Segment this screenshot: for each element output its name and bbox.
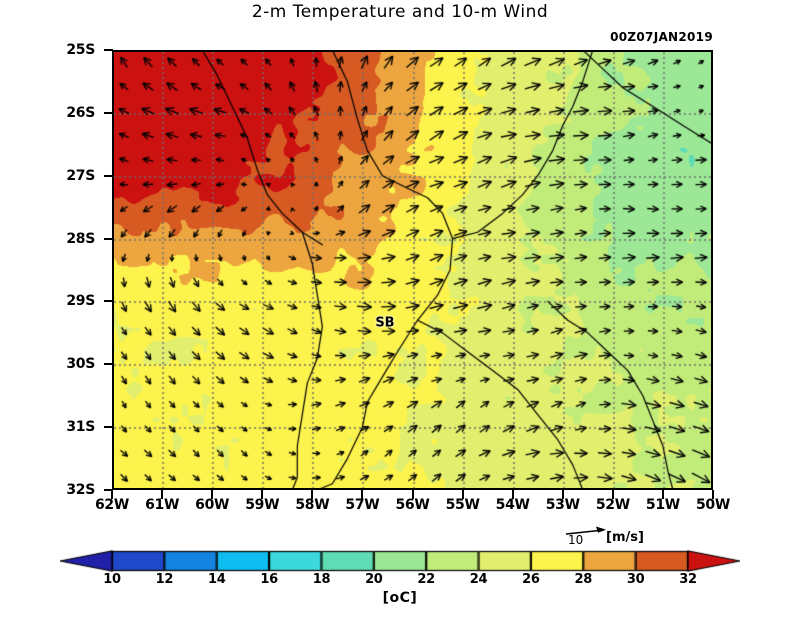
y-axis-tick [104,174,113,177]
x-axis-label-51W: 51W [645,497,680,513]
x-axis-tick [511,490,514,499]
x-axis-label-62W: 62W [94,497,130,513]
colorbar-tick-26: 26 [522,572,540,587]
colorbar-units-label: [oC] [382,590,418,606]
x-axis-tick [411,490,414,499]
map-plot-area: SB [112,50,713,490]
y-axis-tick [104,237,113,240]
colorbar: [oC] 10 12 14 16 18 20 22 24 26 28 30 32 [60,550,740,610]
wind-key-units: [m/s] [606,530,644,545]
x-axis-tick [211,490,214,499]
y-axis-tick [104,49,113,51]
x-axis-tick [111,490,113,499]
colorbar-tick-14: 14 [207,572,226,587]
colorbar-tick-22: 22 [417,572,435,587]
colorbar-tick-24: 24 [469,572,488,587]
colorbar-tick-30: 30 [626,572,645,587]
x-axis-tick [611,490,614,499]
x-axis-label-57W: 57W [345,497,380,513]
colorbar-tick-16: 16 [260,572,278,587]
x-axis-label-56W: 56W [395,497,430,513]
station-label-sb: SB [375,315,395,331]
x-axis-tick [712,490,714,499]
y-axis-label-30S: 30S [66,356,95,373]
x-axis-tick [561,490,564,499]
y-axis-label-31S: 31S [66,419,95,436]
x-axis-tick [261,490,264,499]
x-axis-tick [661,490,664,499]
y-axis-tick [104,426,113,429]
x-axis-label-61W: 61W [145,497,180,513]
y-axis-label-28S: 28S [66,230,95,247]
wind-arrow-icon [565,526,606,535]
y-axis-label-29S: 29S [66,293,95,310]
x-axis-tick [161,490,164,499]
x-axis-label-59W: 59W [245,497,280,513]
y-axis-label-27S: 27S [66,167,95,184]
x-axis-label-55W: 55W [445,497,480,513]
x-axis-label-52W: 52W [595,497,630,513]
x-axis-tick [361,490,364,499]
colorbar-tick-32: 32 [679,572,697,587]
y-axis-label-25S: 25S [66,42,95,58]
x-axis-label-50W: 50W [695,497,731,513]
x-axis-label-58W: 58W [295,497,330,513]
page-title: 2-m Temperature and 10-m Wind [251,2,549,22]
colorbar-tick-18: 18 [312,572,331,587]
date-stamp: 00Z07JAN2019 [610,30,713,44]
y-axis-tick [104,489,113,491]
colorbar-tick-20: 20 [365,572,383,587]
x-axis-label-54W: 54W [495,497,530,513]
y-axis-tick [104,363,113,366]
colorbar-tick-10: 10 [103,572,121,587]
colorbar-canvas [60,550,740,572]
wind-key-magnitude: 10 [568,533,584,547]
x-axis-label-53W: 53W [545,497,580,513]
y-axis-tick [104,111,113,114]
y-axis-tick [104,300,113,303]
x-axis-tick [461,490,464,499]
y-axis-label-26S: 26S [66,104,95,121]
wind-vector-key: 10 [m/s] [560,524,710,550]
y-axis-label-32S: 32S [66,482,95,498]
colorbar-tick-12: 12 [155,572,174,587]
temperature-wind-field-canvas [112,50,713,490]
x-axis-label-60W: 60W [195,497,230,513]
x-axis-tick [311,490,314,499]
colorbar-tick-28: 28 [574,572,593,587]
